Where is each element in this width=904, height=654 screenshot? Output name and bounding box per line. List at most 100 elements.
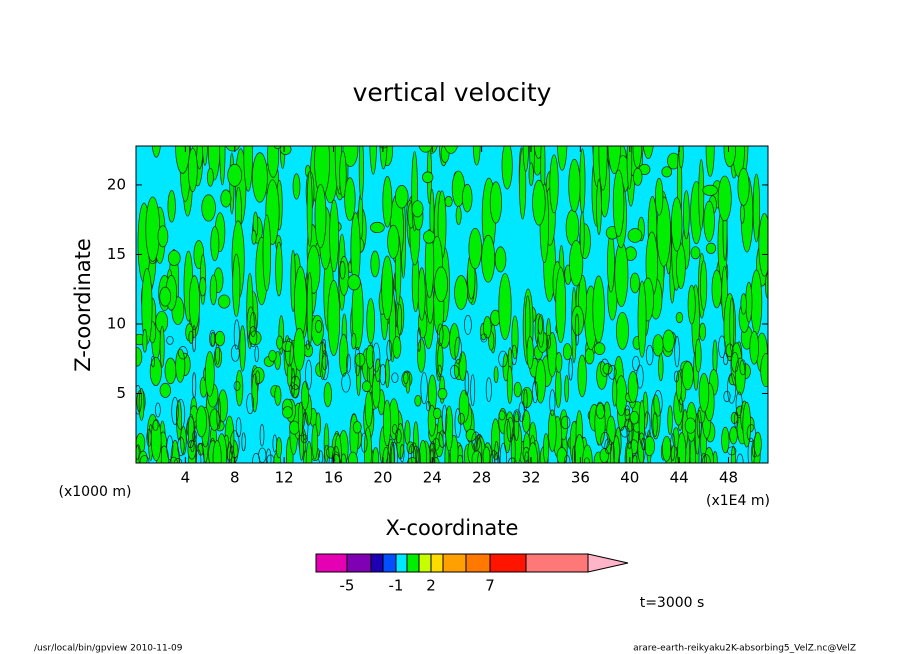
contour-fill [532, 179, 546, 226]
contour-fill [187, 147, 198, 192]
colorbar-segment [382, 553, 397, 573]
contour-line [266, 454, 275, 463]
plot-frame [135, 145, 769, 464]
x-tick-label: 40 [620, 469, 639, 487]
contour-line [354, 346, 361, 377]
contour-fill [644, 435, 655, 457]
contour-fill [592, 275, 605, 343]
contour-line [674, 335, 680, 368]
contour-fill [684, 417, 697, 434]
contour-fill [262, 214, 272, 292]
contour-fill [292, 173, 301, 200]
chart-title: vertical velocity [353, 78, 552, 107]
contour-line [255, 370, 261, 386]
contour-fill [676, 243, 686, 289]
contour-line [568, 357, 573, 381]
y-tick-label: 15 [107, 245, 126, 263]
contour-fill [314, 184, 327, 249]
contour-line [171, 396, 179, 425]
contour-fill [351, 332, 357, 350]
contour-fill [565, 209, 580, 246]
contour-line [360, 432, 368, 453]
contour-fill [699, 322, 706, 341]
contour-field [136, 146, 768, 463]
contour-fill [602, 363, 613, 375]
contour-fill [274, 385, 282, 406]
contour-line [438, 430, 447, 448]
footer-left: /usr/local/bin/gpview 2010-11-09 [34, 644, 183, 654]
contour-line [437, 323, 444, 347]
contour-fill [488, 331, 495, 351]
contour-fill [652, 334, 664, 357]
contour-line [731, 351, 739, 373]
colorbar-segment [406, 553, 420, 573]
contour-fill [347, 274, 361, 291]
contour-fill [676, 370, 682, 401]
contour-line [249, 311, 257, 337]
contour-fill [361, 380, 372, 392]
contour-fill [689, 436, 696, 463]
contour-line [454, 408, 462, 438]
x-unit: (x1E4 m) [706, 493, 770, 509]
contour-fill [698, 159, 705, 230]
contour-fill [690, 246, 701, 260]
contour-fill [294, 266, 307, 338]
contour-line [136, 385, 142, 415]
contour-line [734, 412, 739, 428]
contour-fill [167, 250, 181, 266]
contour-line [718, 335, 726, 359]
x-tick-label: 16 [324, 469, 343, 487]
contour-fill [414, 394, 422, 407]
contour-fill [677, 432, 687, 463]
contour-fill [437, 388, 448, 400]
contour-fill [209, 274, 218, 306]
contour-fill [614, 241, 629, 308]
contour-fill [219, 146, 226, 186]
contour-fill [138, 450, 148, 463]
contour-fill [243, 146, 253, 192]
contour-line [532, 380, 539, 404]
contour-fill [511, 315, 519, 360]
contour-line [175, 398, 186, 430]
contour-line [513, 409, 521, 423]
contour-fill [661, 435, 672, 462]
contour-fill [339, 150, 347, 198]
contour-fill [369, 221, 385, 234]
colorbar-segment [315, 553, 348, 573]
contour-line [546, 334, 551, 349]
contour-line [265, 448, 272, 463]
contour-fill [268, 349, 277, 362]
contour-fill [167, 190, 176, 223]
contour-line [560, 415, 571, 430]
contour-line [139, 455, 150, 463]
contour-fill [201, 146, 209, 166]
contour-line [341, 372, 351, 393]
x-tick-label: 8 [230, 469, 240, 487]
contour-fill [629, 410, 640, 425]
contour-fill [273, 146, 282, 150]
contour-line [518, 401, 525, 423]
contour-line [305, 359, 313, 391]
contour-fill [760, 353, 768, 388]
contour-line [346, 353, 351, 373]
contour-fill [437, 343, 444, 375]
contour-line [178, 346, 188, 360]
contour-line [322, 338, 327, 355]
x-tick-label: 48 [719, 469, 738, 487]
contour-fill [681, 361, 694, 391]
contour-line [305, 340, 311, 350]
contour-fill [654, 177, 664, 216]
contour-fill [662, 329, 675, 353]
contour-fill [705, 146, 715, 177]
contour-fill [188, 275, 201, 331]
contour-fill [175, 146, 190, 174]
x-tick-label: 4 [181, 469, 191, 487]
contour-line [399, 444, 405, 463]
contour-fill [627, 228, 643, 243]
contour-fill [750, 269, 763, 335]
contour-line [746, 424, 756, 442]
contour-fill [379, 146, 388, 170]
contour-fill [218, 294, 231, 309]
contour-fill [661, 166, 673, 178]
contour-line [498, 350, 508, 368]
